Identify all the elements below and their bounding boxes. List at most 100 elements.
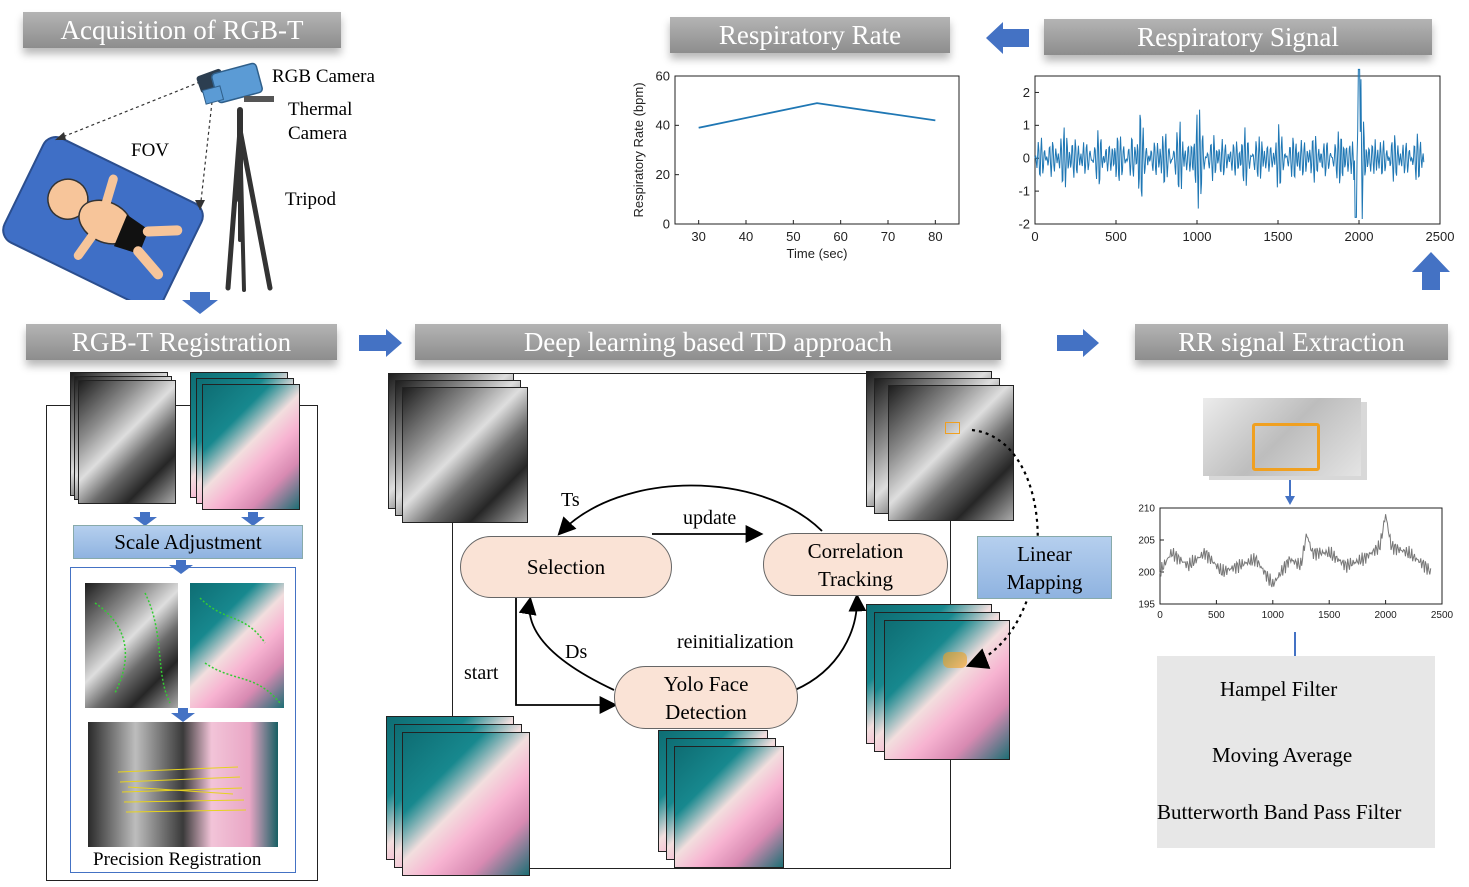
x-tick-label: 2000 [1374, 610, 1397, 621]
x-tick-label: 1000 [1262, 610, 1285, 621]
moving-average-label: Moving Average [1212, 743, 1353, 767]
thermal-frame-stack [70, 372, 180, 508]
scale-adjustment-label: Scale Adjustment [114, 530, 262, 554]
x-tick-label: 2500 [1431, 610, 1454, 621]
signal-series-line [1034, 68, 1425, 220]
td-thermal-stack-right [866, 371, 1016, 526]
linear-mapping-box: Linear Mapping [977, 536, 1112, 599]
roi-box [1252, 423, 1320, 471]
y-tick-label: 0 [1023, 151, 1030, 166]
x-tick-label: 500 [1105, 229, 1127, 244]
x-tick-label: 1500 [1318, 610, 1341, 621]
thermal-camera-label: Thermal [288, 99, 353, 120]
start-label: start [464, 662, 499, 684]
y-tick-label: 60 [656, 68, 670, 83]
title-signal: Respiratory Signal [1044, 19, 1432, 55]
feature-points [94, 592, 281, 704]
selection-label: Selection [526, 555, 606, 579]
ds-label: Ds [565, 641, 588, 663]
x-tick-label: 30 [691, 229, 705, 244]
td-rgb-stack-right [866, 604, 1012, 764]
title-acquisition: Acquisition of RGB-T [23, 12, 341, 48]
x-tick-label: 60 [833, 229, 847, 244]
roi-mark-rgb [943, 652, 967, 668]
feature-thermal-image [85, 583, 178, 708]
y-tick-label: 210 [1138, 503, 1155, 514]
title-extraction: RR signal Extraction [1135, 324, 1448, 360]
precision-frame [70, 567, 296, 873]
acquisition-illustration [2, 62, 274, 300]
right-arrow-icon [1057, 329, 1099, 357]
correlation-label: Correlation [807, 538, 904, 563]
hampel-filter-label: Hampel Filter [1220, 677, 1338, 701]
rate-series-line [698, 102, 936, 129]
title-td: Deep learning based TD approach [415, 324, 1001, 360]
scale-adjustment-box: Scale Adjustment [73, 525, 303, 559]
thermal-camera-label-2: Camera [288, 123, 348, 144]
x-tick-label: 80 [928, 229, 942, 244]
right-arrow-icon [359, 329, 402, 357]
x-tick-label: 70 [881, 229, 895, 244]
linear-label: Linear [1017, 541, 1072, 566]
title-rate: Respiratory Rate [670, 17, 950, 53]
camera-icon [196, 62, 274, 105]
y-tick-label: -2 [1018, 216, 1030, 231]
left-arrow-icon [986, 22, 1029, 54]
y-tick-label: 1 [1023, 118, 1030, 133]
y-tick-label: 200 [1138, 567, 1155, 578]
x-tick-label: 0 [1031, 229, 1038, 244]
y-tick-label: 20 [656, 167, 670, 182]
td-thermal-stack-left [388, 373, 534, 528]
rgb-frame-stack [190, 372, 302, 512]
x-tick-label: 500 [1208, 610, 1225, 621]
feature-rgb-image [190, 583, 284, 708]
butterworth-filter-label: Butterworth Band Pass Filter [1157, 800, 1402, 824]
precision-registration-label: Precision Registration [93, 849, 262, 870]
td-rgb-stack-middle [658, 730, 784, 870]
rgb-camera-label: RGB Camera [272, 66, 375, 87]
x-tick-label: 2000 [1345, 229, 1374, 244]
x-tick-label: 2500 [1426, 229, 1455, 244]
registration-frame [46, 405, 318, 881]
respiratory-rate-chart: 30 40 50 60 70 80 0 20 40 60 Time (sec) Respiratory… [631, 68, 960, 261]
respiratory-signal-chart: 0 500 1000 1500 2000 2500 -2 -1 0 1 2 [1018, 68, 1455, 244]
y-tick-label: -1 [1018, 183, 1030, 198]
roi-mark-thermal [945, 422, 960, 434]
x-tick-label: 0 [1157, 610, 1163, 621]
y-tick-label: 0 [663, 216, 670, 231]
detection-label: Detection [665, 699, 747, 724]
up-arrow-icon [1412, 252, 1450, 290]
filter-panel [1157, 656, 1435, 848]
match-lines [117, 766, 247, 813]
title-registration: RGB-T Registration [26, 324, 337, 360]
reinitialization-label: reinitialization [677, 631, 794, 653]
yolo-label: Yolo Face [663, 671, 749, 696]
y-tick-label: 195 [1138, 599, 1155, 610]
x-tick-label: 50 [786, 229, 800, 244]
roi-crop-image [1203, 398, 1361, 476]
y-tick-label: 40 [656, 118, 670, 133]
update-label: update [683, 507, 737, 529]
y-axis-label: Respiratory Rate (bpm) [631, 82, 646, 217]
x-tick-label: 1000 [1183, 229, 1212, 244]
y-tick-label: 2 [1023, 85, 1030, 100]
tripod-icon [225, 107, 273, 292]
plot-area [674, 75, 960, 225]
tracking-label: Tracking [817, 566, 894, 591]
down-arrow-icon [182, 292, 218, 314]
matched-image [88, 722, 278, 847]
ts-label: Ts [561, 489, 580, 511]
y-tick-label: 205 [1138, 535, 1155, 546]
x-axis-label: Time (sec) [787, 246, 848, 261]
fov-label: FOV [131, 140, 170, 161]
raw-signal-chart: 0 500 1000 1500 2000 2500 195 200 205 210 [1138, 503, 1454, 621]
correlation-node: Correlation Tracking [763, 533, 948, 596]
x-tick-label: 1500 [1264, 229, 1293, 244]
plot-area [1034, 75, 1441, 225]
x-tick-label: 40 [739, 229, 753, 244]
yolo-node: Yolo Face Detection [614, 666, 798, 729]
mapping-label: Mapping [1006, 569, 1083, 594]
selection-node: Selection [460, 536, 672, 598]
